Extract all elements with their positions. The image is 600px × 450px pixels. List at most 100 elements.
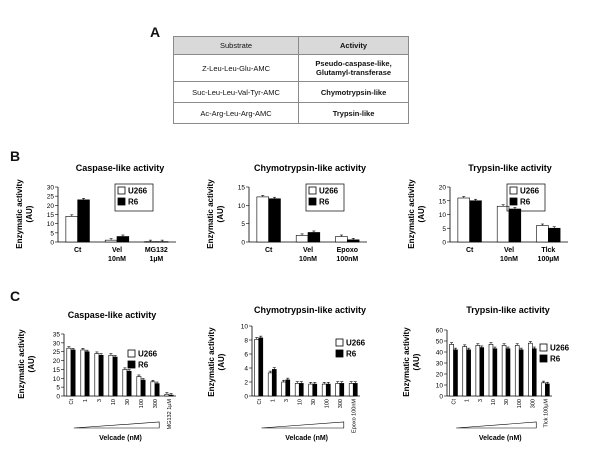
y-tick-label: 15 bbox=[439, 198, 447, 205]
bar-u266 bbox=[348, 383, 354, 397]
bar-u266 bbox=[295, 235, 309, 243]
y-tick-label: 5 bbox=[241, 221, 245, 228]
bar-r6 bbox=[140, 379, 146, 397]
y-tick-label: 5 bbox=[56, 385, 60, 392]
bar-u266 bbox=[462, 346, 467, 397]
chart-title: Trypsin-like activity bbox=[466, 305, 550, 315]
bar-u266 bbox=[108, 354, 114, 397]
x-tick-label: 100nM bbox=[336, 256, 358, 263]
legend-swatch-u266 bbox=[117, 186, 126, 195]
bar-r6 bbox=[325, 383, 331, 397]
y-axis-label: Enzymatic activity bbox=[402, 327, 411, 397]
legend-label: U266 bbox=[550, 344, 570, 353]
table-cell-activity: Trypsin-like bbox=[298, 102, 409, 124]
bar-r6 bbox=[285, 379, 291, 397]
y-tick-label: 50 bbox=[436, 339, 444, 346]
x-tick-label: 30 bbox=[504, 399, 510, 405]
bar-u266 bbox=[496, 205, 510, 243]
bar-u266 bbox=[256, 196, 269, 243]
chart-title: Caspase-like activity bbox=[76, 163, 165, 173]
bar-u266 bbox=[94, 353, 100, 397]
legend-label: R6 bbox=[319, 198, 330, 207]
y-tick-label: 10 bbox=[53, 376, 61, 383]
x-tick-label: Vel bbox=[112, 247, 122, 254]
legend-swatch-r6 bbox=[308, 197, 317, 206]
chart-title: Caspase-like activity bbox=[68, 310, 157, 320]
y-axis-label: Enzymatic activity bbox=[207, 327, 216, 397]
y-tick-label: 25 bbox=[53, 349, 61, 356]
bar-u266 bbox=[254, 338, 260, 397]
x-tick-label: 1 bbox=[465, 399, 471, 402]
legend-label: U266 bbox=[138, 350, 158, 359]
x-tick-label: 3 bbox=[97, 399, 103, 402]
x-tick-label: Tlck 100µM bbox=[543, 399, 549, 428]
bar-u266 bbox=[281, 381, 287, 397]
y-tick-label: 60 bbox=[436, 328, 444, 335]
chart-title: Chymotrypsin-like activity bbox=[254, 163, 366, 173]
legend-label: U266 bbox=[128, 187, 148, 196]
y-tick-label: 4 bbox=[244, 366, 248, 373]
y-tick-label: 30 bbox=[53, 340, 61, 347]
x-tick-label: Ct bbox=[265, 247, 273, 254]
y-tick-label: 2 bbox=[244, 380, 248, 387]
bar-u266 bbox=[335, 236, 348, 243]
chart-title: Chymotrypsin-like activity bbox=[254, 305, 366, 315]
legend-swatch-r6 bbox=[335, 349, 344, 358]
bar-r6 bbox=[347, 239, 360, 243]
bar-u266 bbox=[150, 381, 156, 397]
y-axis-label-unit: (AU) bbox=[216, 205, 225, 222]
chart-title: Trypsin-like activity bbox=[468, 163, 552, 173]
y-tick-label: 0 bbox=[241, 240, 245, 247]
bar-u266 bbox=[536, 225, 549, 243]
x-tick-label: Tlck bbox=[541, 247, 555, 254]
bar-r6 bbox=[548, 227, 561, 243]
x-tick-label: Vel bbox=[303, 247, 313, 254]
y-axis-label-unit: (AU) bbox=[27, 355, 36, 372]
y-tick-label: 10 bbox=[238, 203, 246, 210]
legend-label: R6 bbox=[520, 198, 531, 207]
bar-r6 bbox=[492, 348, 498, 397]
bar-r6 bbox=[352, 383, 358, 397]
legend-box bbox=[114, 183, 154, 212]
y-tick-label: 0 bbox=[244, 394, 248, 401]
y-axis-label: Enzymatic activity bbox=[206, 179, 215, 249]
panel-label-b: B bbox=[10, 148, 21, 164]
bar-r6 bbox=[156, 241, 169, 243]
bar-u266 bbox=[475, 345, 481, 397]
bar-u266 bbox=[80, 349, 86, 397]
y-axis-label-unit: (AU) bbox=[417, 205, 426, 222]
x-tick-label: 1µM bbox=[149, 256, 163, 263]
x-tick-label: 100 bbox=[324, 399, 330, 408]
y-tick-label: 15 bbox=[47, 212, 55, 219]
legend-label: R6 bbox=[346, 350, 357, 359]
x-tick-label: Ct bbox=[452, 399, 458, 405]
y-tick-label: 5 bbox=[442, 226, 446, 233]
x-tick-label: 300 bbox=[530, 399, 536, 408]
bar-r6 bbox=[84, 351, 90, 397]
y-tick-label: 0 bbox=[56, 394, 60, 401]
bar-u266 bbox=[122, 369, 128, 397]
y-axis-label: Enzymatic activity bbox=[15, 179, 24, 249]
bar-u266 bbox=[66, 347, 72, 397]
bar-r6 bbox=[466, 349, 471, 397]
legend-swatch-u266 bbox=[308, 186, 317, 195]
y-tick-label: 0 bbox=[50, 240, 54, 247]
y-tick-label: 10 bbox=[439, 212, 447, 219]
x-tick-label: 300 bbox=[338, 399, 344, 408]
bar-u266 bbox=[267, 372, 273, 397]
panel-label-c: C bbox=[10, 288, 21, 304]
x-tick-label: 1 bbox=[83, 399, 89, 402]
activity-line: Pseudo-caspase-like, bbox=[315, 59, 392, 68]
bar-r6 bbox=[258, 337, 264, 397]
x-tick-label: 300 bbox=[153, 399, 159, 408]
y-tick-label: 0 bbox=[442, 240, 446, 247]
table-row: Z-Leu-Leu-Glu-AMC Pseudo-caspase-like, Gl… bbox=[172, 54, 409, 82]
bar-u266 bbox=[457, 197, 470, 243]
table-row: Suc-Leu-Leu-Val-Tyr-AMC Chymotrypsin-lik… bbox=[172, 81, 409, 103]
y-axis-label: Enzymatic activity bbox=[407, 179, 416, 249]
bar-u266 bbox=[144, 241, 157, 243]
bar-u266 bbox=[335, 383, 341, 397]
legend-swatch-u266 bbox=[539, 343, 548, 352]
legend-box bbox=[506, 183, 546, 212]
y-tick-label: 20 bbox=[439, 185, 447, 192]
